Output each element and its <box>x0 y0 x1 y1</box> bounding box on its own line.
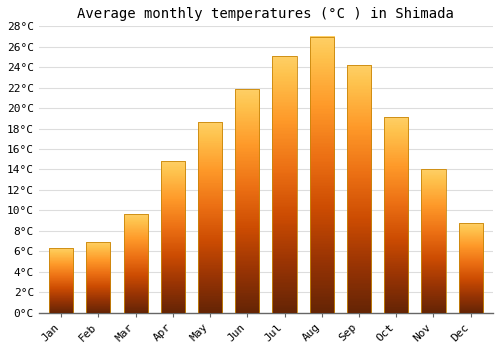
Bar <box>310 36 334 313</box>
Bar <box>458 223 483 313</box>
Bar <box>198 122 222 313</box>
Title: Average monthly temperatures (°C ) in Shimada: Average monthly temperatures (°C ) in Sh… <box>78 7 454 21</box>
Bar <box>422 169 446 313</box>
Bar <box>235 89 260 313</box>
Bar <box>384 117 408 313</box>
Bar <box>49 248 73 313</box>
Bar <box>124 215 148 313</box>
Bar <box>160 161 185 313</box>
Bar <box>86 242 110 313</box>
Bar <box>347 65 371 313</box>
Bar <box>272 56 296 313</box>
